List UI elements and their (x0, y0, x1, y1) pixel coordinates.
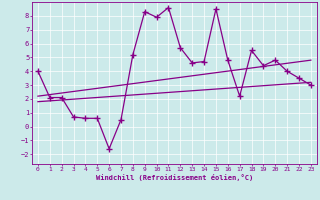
X-axis label: Windchill (Refroidissement éolien,°C): Windchill (Refroidissement éolien,°C) (96, 174, 253, 181)
